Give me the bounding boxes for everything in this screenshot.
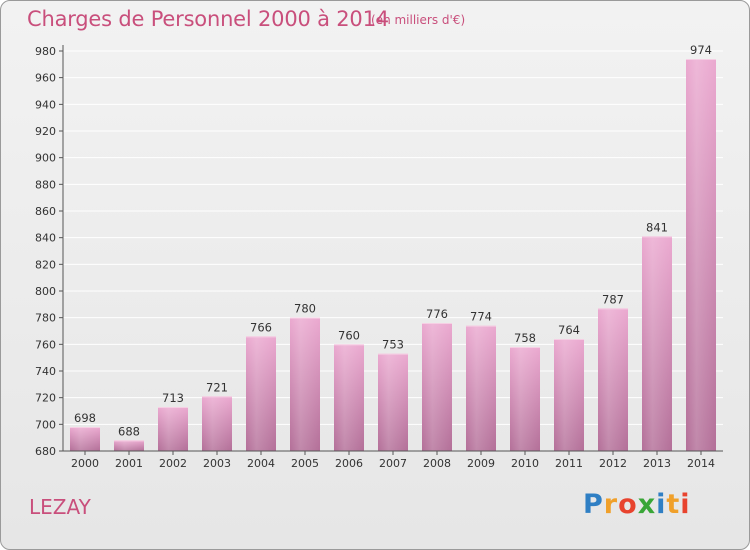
bar-shine xyxy=(598,308,628,451)
y-tick-label: 760 xyxy=(35,338,56,351)
bar-shine xyxy=(466,325,496,451)
bar-shine xyxy=(510,347,540,451)
logo-letter: t xyxy=(666,489,681,520)
logo-letter: o xyxy=(618,489,638,520)
bar-shine xyxy=(158,407,188,451)
bar-shine xyxy=(70,427,100,451)
x-tick-label: 2011 xyxy=(555,457,583,470)
logo-letter: x xyxy=(637,489,657,520)
logo-letter: r xyxy=(603,489,619,520)
bar-shine xyxy=(334,344,364,451)
commune-name: LEZAY xyxy=(29,495,91,519)
data-label: 688 xyxy=(118,424,140,438)
data-label: 753 xyxy=(382,338,404,352)
bar-shine xyxy=(246,336,276,451)
data-label: 841 xyxy=(646,220,668,234)
y-tick-label: 820 xyxy=(35,258,56,271)
y-tick-label: 880 xyxy=(35,178,56,191)
x-tick-label: 2000 xyxy=(71,457,99,470)
x-tick-label: 2007 xyxy=(379,457,407,470)
data-label: 780 xyxy=(294,302,316,316)
x-tick-label: 2003 xyxy=(203,457,231,470)
logo-letter: i xyxy=(680,489,691,520)
x-tick-label: 2009 xyxy=(467,457,495,470)
data-label: 774 xyxy=(470,310,492,324)
bar-shine xyxy=(554,339,584,451)
x-tick-label: 2005 xyxy=(291,457,319,470)
data-label: 758 xyxy=(514,331,536,345)
data-label: 974 xyxy=(690,43,712,57)
x-tick-label: 2004 xyxy=(247,457,275,470)
bar-shine xyxy=(642,236,672,451)
data-label: 698 xyxy=(74,411,96,425)
axes xyxy=(62,45,723,452)
x-tick-label: 2008 xyxy=(423,457,451,470)
x-tick-label: 2014 xyxy=(687,457,715,470)
y-tick-label: 740 xyxy=(35,365,56,378)
x-tick-label: 2001 xyxy=(115,457,143,470)
y-tick-label: 700 xyxy=(35,418,56,431)
x-tick-label: 2002 xyxy=(159,457,187,470)
logo-letter: i xyxy=(656,489,667,520)
y-axis-ticks: 680 700 720 740 760 780 800 820 840 860 880 900 920 9… xyxy=(35,45,63,458)
y-tick-label: 840 xyxy=(35,232,56,245)
bar-shine xyxy=(114,440,144,451)
x-tick-label: 2010 xyxy=(511,457,539,470)
y-tick-label: 800 xyxy=(35,285,56,298)
y-tick-label: 860 xyxy=(35,205,56,218)
x-axis-ticks: 2000 2001 2002 2003 2004 2005 2006 2007 2008 2009… xyxy=(71,451,715,470)
y-tick-label: 900 xyxy=(35,152,56,165)
bar-shine xyxy=(378,353,408,451)
y-tick-label: 980 xyxy=(35,45,56,58)
data-label: 787 xyxy=(602,292,624,306)
x-tick-label: 2013 xyxy=(643,457,671,470)
bar-shine xyxy=(422,323,452,451)
x-tick-label: 2006 xyxy=(335,457,363,470)
data-labels: 698 688 713 721 766 780 760 753 776 774 758 764 787 8… xyxy=(74,43,712,438)
data-label: 760 xyxy=(338,328,360,342)
y-tick-label: 960 xyxy=(35,72,56,85)
bar-shine xyxy=(290,317,320,451)
bars xyxy=(70,59,716,451)
chart-title: Charges de Personnel 2000 à 2014 xyxy=(27,7,389,31)
y-tick-label: 780 xyxy=(35,312,56,325)
y-tick-label: 920 xyxy=(35,125,56,138)
data-label: 776 xyxy=(426,307,448,321)
bar-shine xyxy=(202,396,232,451)
bar-shine xyxy=(686,59,716,451)
data-label: 764 xyxy=(558,323,580,337)
chart-subtitle: (en milliers d'€) xyxy=(371,13,466,27)
y-tick-label: 720 xyxy=(35,392,56,405)
y-tick-label: 680 xyxy=(35,445,56,458)
y-tick-label: 940 xyxy=(35,98,56,111)
logo-letter: P xyxy=(583,489,604,520)
data-label: 766 xyxy=(250,320,272,334)
x-tick-label: 2012 xyxy=(599,457,627,470)
proxiti-logo: Proxiti xyxy=(583,489,691,520)
data-label: 721 xyxy=(206,380,228,394)
data-label: 713 xyxy=(162,391,184,405)
